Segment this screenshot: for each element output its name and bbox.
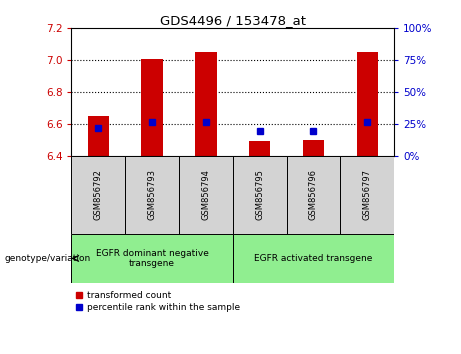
Text: GSM856793: GSM856793 bbox=[148, 169, 157, 220]
Legend: transformed count, percentile rank within the sample: transformed count, percentile rank withi… bbox=[76, 291, 240, 312]
Bar bbox=[88, 116, 109, 156]
Bar bbox=[287, 156, 340, 234]
Bar bbox=[142, 59, 163, 156]
Bar bbox=[233, 156, 287, 234]
Bar bbox=[195, 52, 217, 156]
Text: GSM856794: GSM856794 bbox=[201, 169, 210, 220]
Bar bbox=[340, 156, 394, 234]
Text: GSM856792: GSM856792 bbox=[94, 169, 103, 220]
Text: GSM856797: GSM856797 bbox=[363, 169, 372, 220]
Bar bbox=[71, 234, 233, 283]
Bar bbox=[125, 156, 179, 234]
Bar bbox=[71, 156, 125, 234]
Title: GDS4496 / 153478_at: GDS4496 / 153478_at bbox=[160, 14, 306, 27]
Bar bbox=[356, 52, 378, 156]
Bar bbox=[303, 140, 324, 156]
Text: GSM856795: GSM856795 bbox=[255, 169, 264, 220]
Text: EGFR dominant negative
transgene: EGFR dominant negative transgene bbox=[96, 249, 208, 268]
Bar bbox=[233, 234, 394, 283]
Bar bbox=[249, 142, 271, 156]
Text: GSM856796: GSM856796 bbox=[309, 169, 318, 220]
Bar bbox=[179, 156, 233, 234]
Text: genotype/variation: genotype/variation bbox=[5, 254, 91, 263]
Text: EGFR activated transgene: EGFR activated transgene bbox=[254, 254, 372, 263]
